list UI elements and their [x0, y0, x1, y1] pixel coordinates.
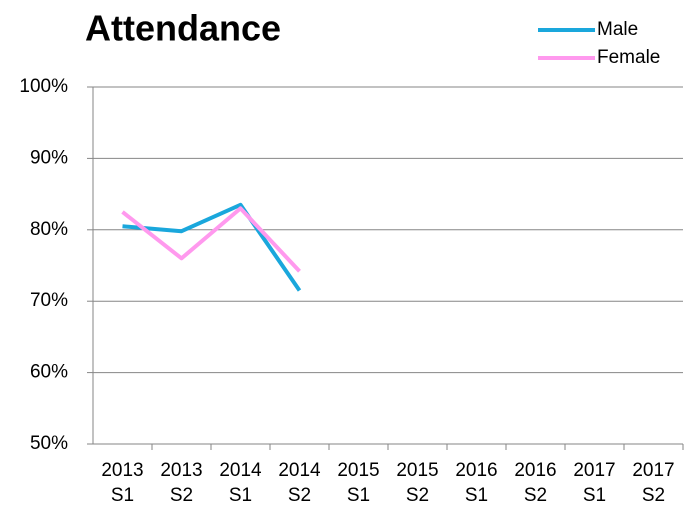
x-tick-label: 2016 S1 — [455, 460, 498, 506]
series-line — [122, 202, 302, 292]
y-tick-label: 50% — [30, 433, 68, 454]
x-tick-label: 2017 S2 — [632, 460, 675, 506]
chart-title: Attendance — [85, 8, 281, 49]
y-tick-label: 90% — [30, 147, 68, 168]
x-tick-label: 2014 S1 — [219, 460, 262, 506]
x-tick-label: 2014 S2 — [278, 460, 321, 506]
x-tick-label: 2015 S1 — [337, 460, 380, 506]
x-tick-label: 2017 S1 — [573, 460, 616, 506]
y-tick-label: 100% — [19, 76, 68, 97]
legend-label: Female — [597, 47, 660, 68]
legend-label: Male — [597, 19, 638, 40]
y-tick-label: 70% — [30, 290, 68, 311]
x-tick-label: 2013 S2 — [160, 460, 203, 506]
x-tick-label: 2015 S2 — [396, 460, 439, 506]
series-line — [121, 206, 301, 273]
x-tick-label: 2013 S1 — [101, 460, 144, 506]
y-tick-label: 60% — [30, 362, 68, 383]
x-tick-label: 2016 S2 — [514, 460, 557, 506]
y-tick-label: 80% — [30, 219, 68, 240]
